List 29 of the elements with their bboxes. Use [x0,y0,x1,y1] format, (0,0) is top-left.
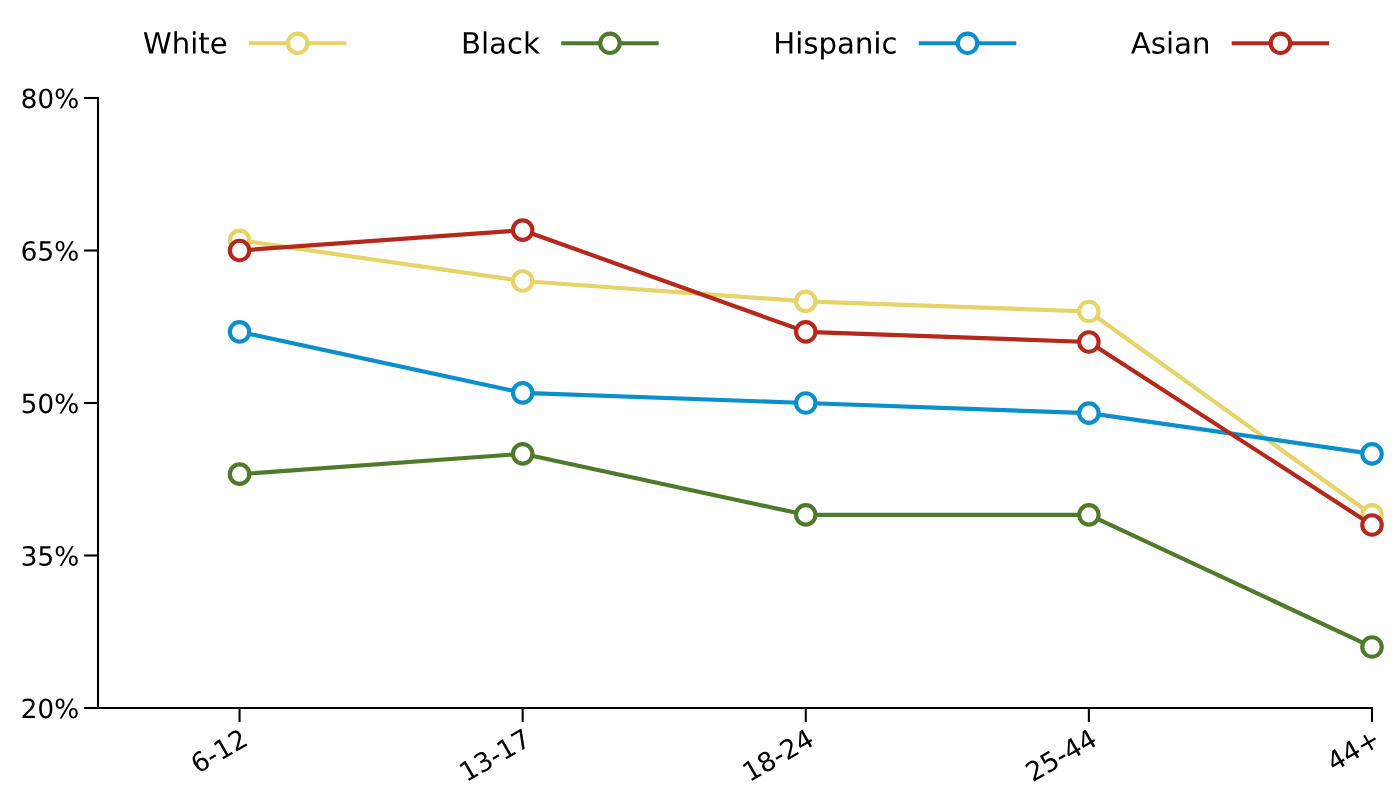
point [1360,442,1384,466]
point [510,381,535,405]
point [227,462,252,486]
point [793,320,818,344]
point [1077,503,1101,527]
point [793,289,818,314]
point [793,391,818,415]
point [1077,401,1101,425]
legend-label: Black [463,31,540,54]
point [227,238,252,263]
point [510,269,535,293]
y-tick-label: 65% [22,240,78,261]
legend-label: White [143,31,227,54]
legend-label: Hispanic [776,31,896,60]
point [1360,635,1384,659]
y-tick-label: 80% [22,88,78,109]
y-tick-label: 50% [22,393,78,414]
point [1360,513,1384,537]
point [1077,330,1101,354]
x-tick-label: 44+ [1325,728,1380,772]
point [510,218,535,242]
y-tick-label: 20% [22,698,78,719]
legend-label: Asian [1131,31,1208,54]
point [793,503,818,527]
point [227,320,252,344]
y-tick-label: 35% [22,545,78,566]
x-tick-label: 6-12 [189,728,248,774]
point [1077,299,1101,324]
point [510,442,535,466]
